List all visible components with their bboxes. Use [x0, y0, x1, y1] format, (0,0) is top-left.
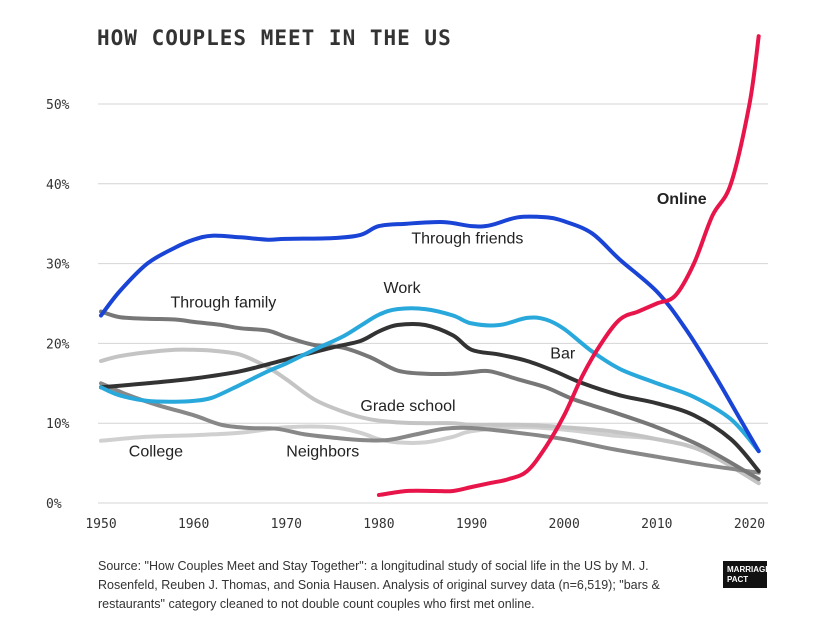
x-tick-label: 1950: [85, 517, 116, 532]
series-line-through-friends: [99, 214, 761, 454]
series-lines: [99, 34, 761, 497]
x-tick-label: 1990: [456, 517, 487, 532]
source-note: Source: "How Couples Meet and Stay Toget…: [98, 559, 660, 611]
series-line-through-family: [99, 309, 761, 482]
series-line-online: [376, 34, 761, 497]
y-tick-label: 10%: [46, 417, 70, 432]
x-tick-label: 1960: [178, 517, 209, 532]
x-tick-label: 2000: [549, 517, 580, 532]
logo-line-1: MARRIAGE: [727, 565, 771, 574]
series-line-grade-school: [99, 347, 761, 486]
logo-line-2: PACT: [727, 575, 749, 584]
y-tick-label: 20%: [46, 337, 70, 352]
series-label-grade-school: Grade school: [360, 398, 455, 415]
series-label-neighbors: Neighbors: [286, 444, 359, 461]
series-label-through-family: Through family: [170, 294, 276, 311]
y-tick-label: 40%: [46, 178, 70, 193]
series-label-through-friends: Through friends: [411, 231, 523, 248]
chart-title: HOW COUPLES MEET IN THE US: [97, 26, 452, 50]
x-tick-label: 1980: [363, 517, 394, 532]
series-line-work: [99, 306, 761, 454]
y-tick-label: 50%: [46, 98, 70, 113]
series-label-online: Online: [657, 191, 707, 208]
marriage-pact-logo: MARRIAGE PACT: [723, 561, 771, 588]
series-label-work: Work: [384, 280, 422, 297]
series-label-bar: Bar: [550, 346, 576, 363]
axis-labels: 0% 10% 20% 30% 40% 50% 1950 1960 1970 1980 1990 200…: [46, 98, 765, 532]
series-label-college: College: [129, 444, 183, 461]
series-line-bar: [99, 321, 761, 474]
series-line-college: [99, 424, 761, 486]
series-labels: Online Through friends Through family Work B…: [129, 191, 707, 461]
y-tick-label: 0%: [46, 497, 62, 512]
series-line-neighbors: [99, 381, 761, 475]
x-tick-label: 2020: [734, 517, 765, 532]
x-tick-label: 1970: [271, 517, 302, 532]
x-tick-label: 2010: [641, 517, 672, 532]
line-chart: 0% 10% 20% 30% 40% 50% 1950 1960 1970 1980 1990 200…: [46, 34, 768, 532]
y-tick-label: 30%: [46, 258, 70, 273]
